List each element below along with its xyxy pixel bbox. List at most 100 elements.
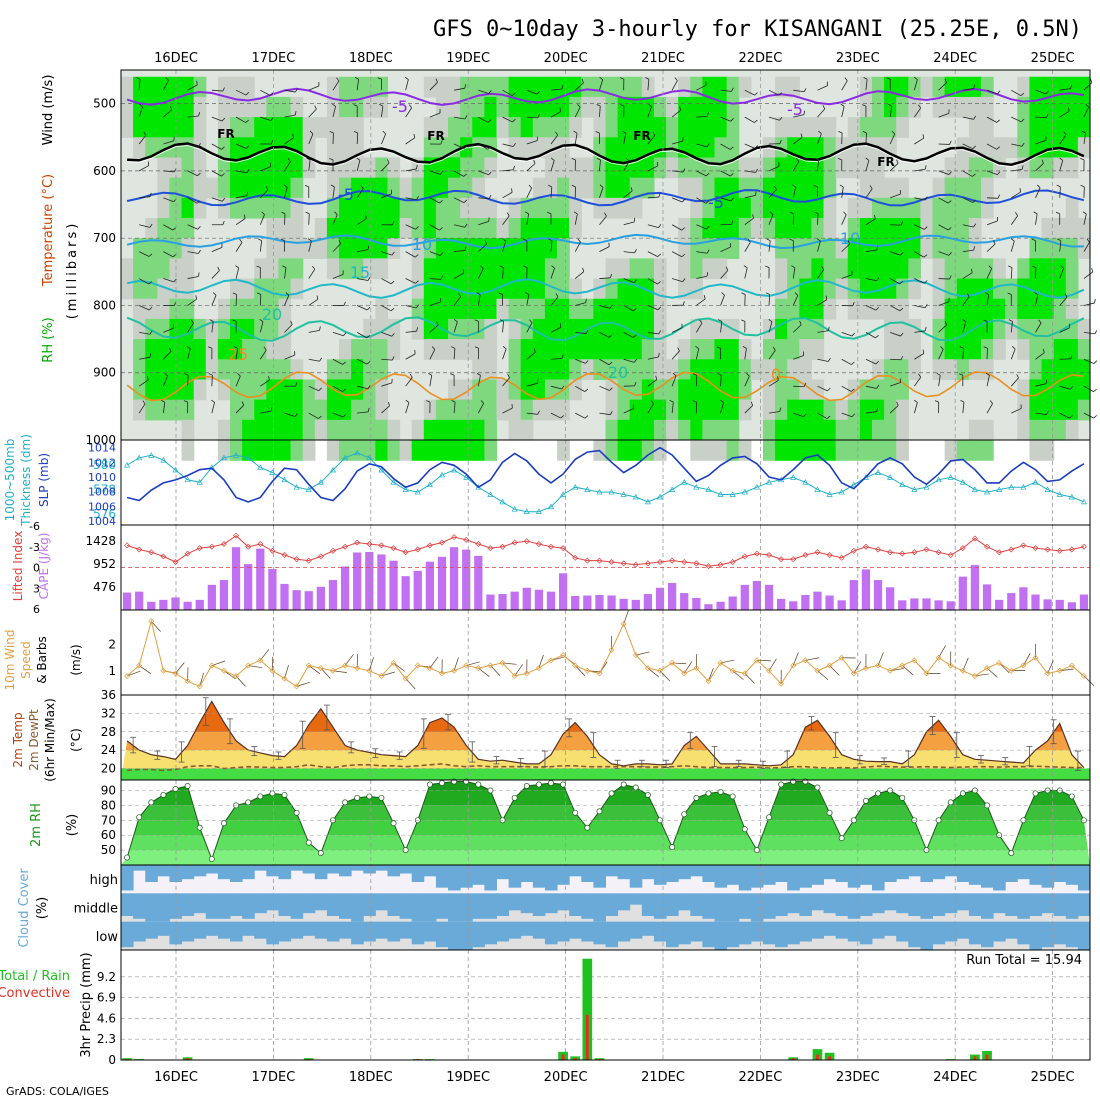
rh-cell	[908, 238, 922, 259]
rh-cell	[932, 298, 946, 320]
rh-cell	[326, 177, 340, 199]
rh-cell	[678, 339, 691, 360]
li-marker	[124, 542, 131, 549]
rh-cell	[217, 157, 231, 179]
rh-cell	[217, 440, 231, 461]
wind-barb-flag	[730, 173, 734, 177]
wind10-barb	[962, 657, 969, 671]
rh-cell	[532, 258, 546, 280]
wind-barb	[962, 197, 973, 203]
cloud-bar	[496, 893, 510, 916]
wind-barb	[1059, 296, 1068, 306]
rh-cell	[605, 96, 619, 118]
rh-cell	[653, 318, 667, 340]
rh-cell	[823, 258, 837, 280]
wind-barb	[1011, 143, 1023, 147]
wind-barb	[1011, 168, 1023, 172]
rh-cell	[181, 238, 195, 259]
rh-cell	[557, 440, 570, 461]
wind-barb-flag	[944, 320, 947, 325]
rh-cell	[617, 359, 631, 381]
rh-cell	[254, 399, 267, 421]
wind-barb	[453, 402, 456, 414]
cape-bar	[377, 554, 386, 610]
wind10-marker	[572, 662, 579, 669]
rh-cell	[520, 218, 534, 239]
rh-cell	[157, 258, 171, 280]
rh-cell	[472, 278, 485, 300]
wind-barb-flag	[367, 276, 371, 281]
rh-cell	[520, 76, 534, 98]
cloud-bar	[714, 865, 728, 888]
rh-cell	[702, 258, 716, 280]
cloud-bar	[666, 893, 679, 916]
cloud-bar	[326, 865, 340, 874]
rh-cell	[714, 440, 728, 461]
rh-cell	[1065, 399, 1079, 421]
rh-cell	[472, 137, 485, 159]
thickness-marker	[971, 486, 979, 492]
wind-barb	[889, 278, 900, 285]
li-marker	[463, 536, 470, 543]
rh-cell	[544, 96, 558, 118]
wind10-marker	[317, 665, 324, 672]
wind-barb-flag	[209, 319, 214, 322]
rh-cell	[544, 278, 558, 300]
wind-barb-flag	[480, 265, 484, 269]
wind-barb	[1083, 213, 1087, 225]
rh-cell	[884, 258, 897, 280]
thickness-marker	[1032, 479, 1039, 485]
wind-barb-flag	[718, 319, 722, 322]
wind-barb	[139, 196, 151, 199]
rh-cell	[363, 440, 376, 461]
rh2m-marker	[741, 826, 748, 833]
rh-cell	[702, 218, 716, 239]
rh-cell	[581, 298, 594, 320]
li-marker	[208, 543, 215, 550]
wind-barb-flag	[1008, 265, 1013, 268]
wind-barb-flag	[222, 220, 225, 225]
rh2m-marker	[875, 790, 881, 797]
rh-cell	[714, 117, 728, 138]
rh-cell	[605, 298, 619, 320]
rh-cell	[448, 298, 461, 320]
rh2m-marker	[899, 794, 906, 801]
rh-cell	[859, 258, 873, 280]
thickness-marker	[523, 508, 530, 515]
rh-cell	[750, 157, 764, 179]
wind-barb-flag	[769, 211, 774, 215]
wind10-barb	[938, 645, 946, 658]
cape-label-b: CAPE (J/kg)	[37, 533, 51, 600]
thickness-marker	[463, 474, 470, 480]
wind-barb	[938, 82, 947, 91]
rh-cell	[351, 399, 364, 421]
rh-cell	[411, 177, 425, 199]
cloud-bar	[641, 865, 655, 880]
wind-barb	[454, 87, 465, 91]
rh-cell	[169, 197, 183, 219]
rh-cell	[387, 157, 401, 179]
li-marker	[572, 554, 579, 561]
rh-cell	[859, 117, 873, 138]
rh-cell	[993, 339, 1006, 360]
rh-cell	[702, 339, 716, 360]
rh-cell	[678, 96, 691, 118]
temperature-contour	[126, 316, 1085, 342]
wind10-barb	[320, 667, 331, 679]
wind-barb	[478, 221, 489, 226]
rh-cell	[435, 419, 449, 441]
cloud-bar	[835, 865, 849, 882]
cloud-bar	[339, 865, 352, 877]
wind-barb-flag	[1090, 78, 1093, 83]
cloud-bar	[762, 865, 776, 885]
wind10-marker	[644, 665, 651, 672]
wind-barb-flag	[988, 265, 992, 269]
rh-cell	[738, 218, 752, 239]
wind-barb	[696, 170, 707, 177]
wind10-marker	[475, 665, 482, 672]
rh-cell	[980, 359, 994, 381]
rh-cell	[290, 278, 304, 300]
wind-barb	[478, 170, 489, 176]
rh-cell	[157, 218, 171, 239]
rh-cell	[484, 218, 498, 239]
